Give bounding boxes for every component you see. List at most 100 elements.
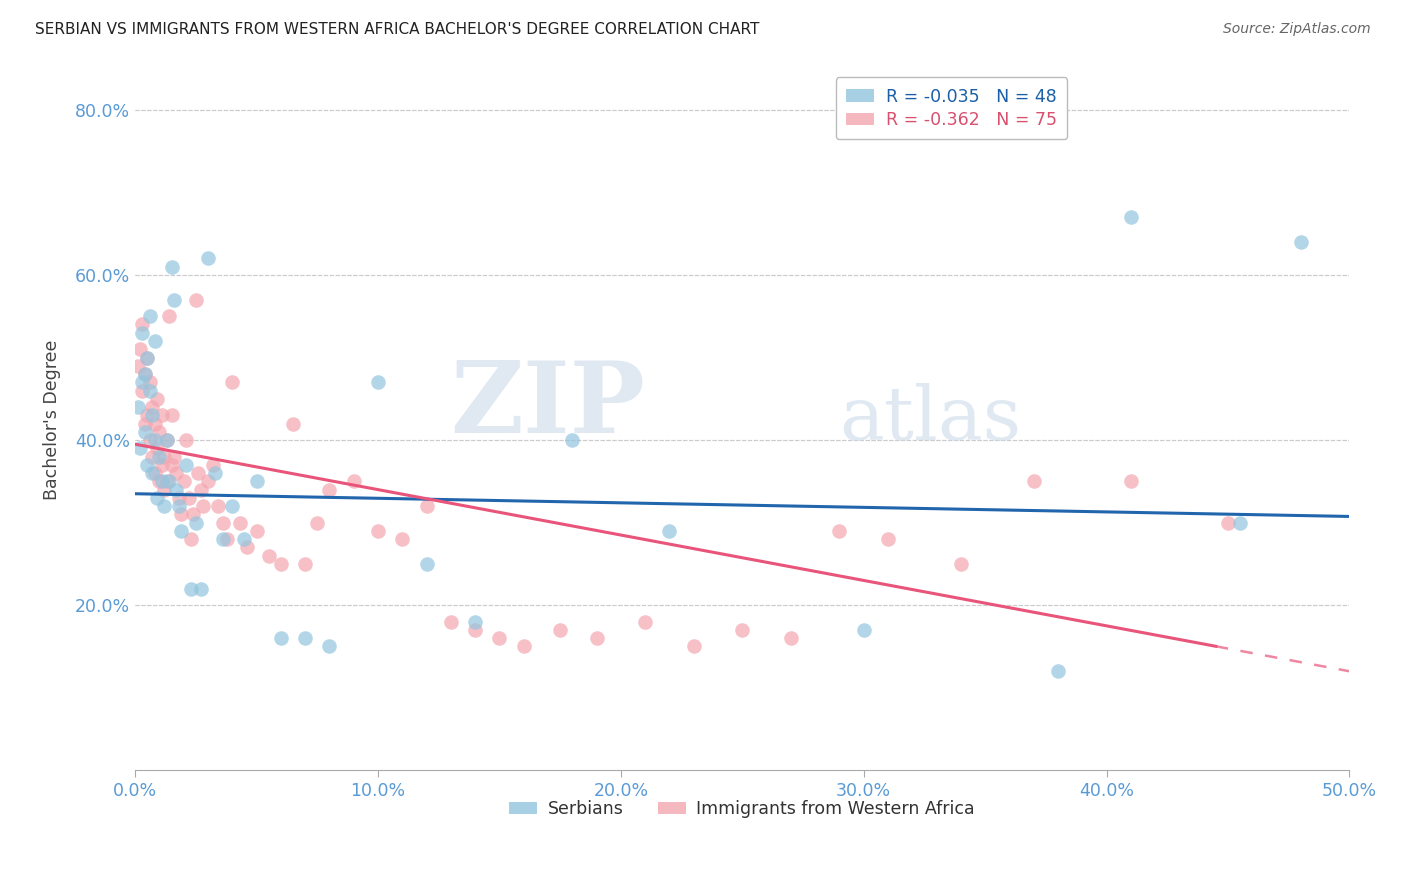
Point [153,499,176,513]
Point [512,640,534,654]
Point [170,508,193,522]
Point [415,499,437,513]
Point [201,458,224,472]
Point [343,475,366,489]
Point [129,343,152,357]
Point [440,615,463,629]
Point [156,475,179,489]
Point [1046,665,1069,679]
Point [148,425,170,439]
Point [1216,516,1239,530]
Point [561,433,583,447]
Point [949,557,972,571]
Point [150,475,173,489]
Point [779,632,801,646]
Point [197,252,219,266]
Point [160,409,183,423]
Point [134,417,156,431]
Point [270,632,292,646]
Point [157,310,180,324]
Point [141,466,163,480]
Point [174,433,197,447]
Point [170,524,193,538]
Point [156,433,179,447]
Point [163,450,186,464]
Point [634,615,657,629]
Point [245,524,267,538]
Point [391,532,413,546]
Point [138,384,160,398]
Point [828,524,851,538]
Point [127,400,149,414]
Point [464,623,486,637]
Legend: Serbians, Immigrants from Western Africa: Serbians, Immigrants from Western Africa [502,793,981,825]
Point [190,582,212,596]
Point [180,532,202,546]
Point [153,483,176,497]
Point [136,351,159,365]
Point [143,417,166,431]
Point [731,623,754,637]
Point [167,491,190,505]
Point [131,318,153,332]
Point [367,376,389,390]
Text: atlas: atlas [839,383,1022,456]
Point [157,475,180,489]
Point [174,458,197,472]
Point [318,483,340,497]
Point [143,466,166,480]
Point [160,458,183,472]
Point [129,442,152,456]
Point [141,409,163,423]
Point [367,524,389,538]
Point [187,466,209,480]
Point [165,466,187,480]
Point [852,623,875,637]
Point [134,367,156,381]
Point [136,351,159,365]
Point [1022,475,1045,489]
Point [1289,235,1312,249]
Point [294,557,316,571]
Point [180,582,202,596]
Point [488,632,510,646]
Point [221,376,243,390]
Point [318,640,340,654]
Point [221,499,243,513]
Point [1229,516,1251,530]
Point [141,400,163,414]
Point [270,557,292,571]
Point [1119,475,1142,489]
Point [217,532,239,546]
Point [143,433,166,447]
Point [415,557,437,571]
Point [146,491,169,505]
Point [173,475,195,489]
Point [134,425,156,439]
Point [197,475,219,489]
Point [245,475,267,489]
Point [682,640,704,654]
Point [143,334,166,348]
Point [190,483,212,497]
Point [236,541,259,555]
Point [177,491,200,505]
Point [153,450,176,464]
Point [167,499,190,513]
Point [207,499,229,513]
Point [141,450,163,464]
Point [257,549,280,563]
Point [148,450,170,464]
Point [233,532,256,546]
Point [163,293,186,307]
Point [464,615,486,629]
Point [548,623,571,637]
Point [877,532,900,546]
Y-axis label: Bachelor's Degree: Bachelor's Degree [44,339,60,500]
Point [138,376,160,390]
Point [184,516,207,530]
Point [146,392,169,406]
Point [183,508,205,522]
Point [146,442,169,456]
Point [281,417,304,431]
